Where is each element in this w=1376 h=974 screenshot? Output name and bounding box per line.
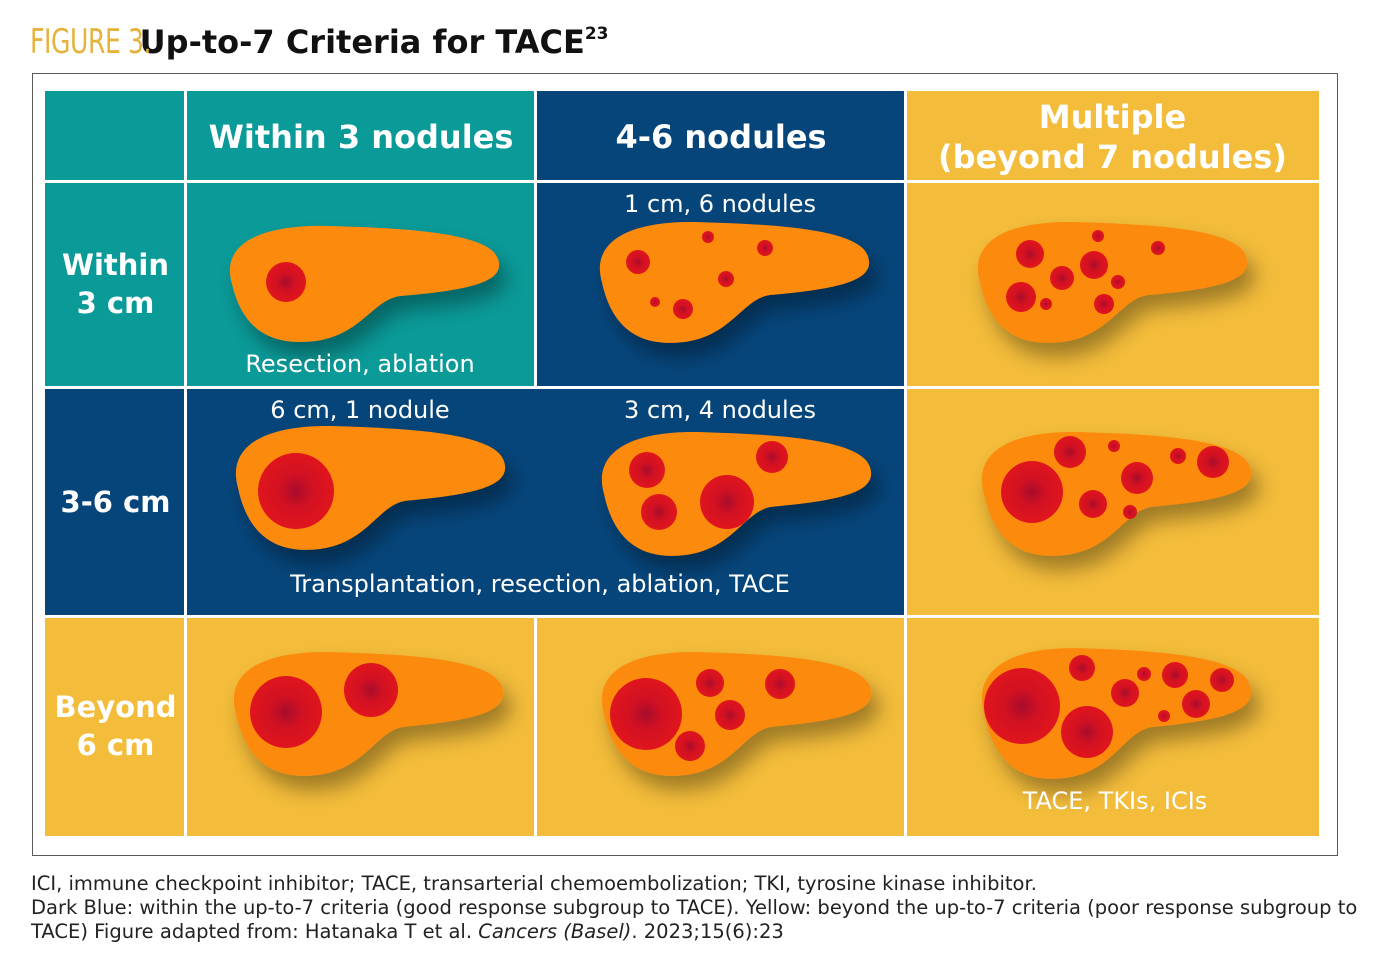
treatment-label-within-3cm: Resection, ablation xyxy=(245,350,475,378)
row-header-3-6cm: 3-6 cm xyxy=(45,388,186,617)
footnote-legend: Dark Blue: within the up-to-7 criteria (… xyxy=(31,896,1361,944)
column-header-multiple: Multiple (beyond 7 nodules) xyxy=(906,91,1319,182)
footnote-journal: Cancers (Basel) xyxy=(478,920,632,943)
cell-r1-c3 xyxy=(906,182,1319,388)
column-header-within-3-nodules: Within 3 nodules xyxy=(186,91,536,182)
row-header-label-group: Beyond 6 cm xyxy=(45,617,186,836)
grid-divider xyxy=(184,91,187,836)
corner-cell xyxy=(45,91,186,182)
column-header-label: 4-6 nodules xyxy=(615,117,827,156)
cell-label-6cm-1-nodule: 6 cm, 1 nodule xyxy=(270,396,450,424)
cell-label-1cm-6-nodules: 1 cm, 6 nodules xyxy=(624,190,816,218)
column-header-sublabel: (beyond 7 nodules) xyxy=(937,137,1288,176)
cell-r3-c2 xyxy=(536,617,906,836)
grid-divider xyxy=(534,91,537,388)
figure-label: FIGURE 3. xyxy=(30,22,152,62)
grid-divider xyxy=(45,386,1319,389)
cell-r3-c1 xyxy=(186,617,536,836)
footnote-citation: . 2023;15(6):23 xyxy=(631,920,784,943)
row-header-label: Within xyxy=(61,248,170,283)
row-header-beyond-6cm: Beyond 6 cm xyxy=(45,617,186,836)
footnote-abbreviations: ICI, immune checkpoint inhibitor; TACE, … xyxy=(31,872,1037,895)
figure-heading: Up-to-7 Criteria for TACE xyxy=(139,23,585,61)
treatment-label-3-6cm: Transplantation, resection, ablation, TA… xyxy=(290,570,790,598)
column-header-label: Multiple xyxy=(1038,97,1187,136)
figure-footnote: ICI, immune checkpoint inhibitor; TACE, … xyxy=(31,872,1361,944)
cell-r2-c3 xyxy=(906,388,1319,617)
figure-reference-superscript: 23 xyxy=(584,24,609,44)
row-header-within-3cm: Within 3 cm xyxy=(45,182,186,388)
figure-frame xyxy=(32,73,1338,856)
row-header-label: 3 cm xyxy=(76,286,155,320)
figure-title: FIGURE 3. Up-to-7 Criteria for TACE 23 xyxy=(30,22,608,72)
row-header-label-group: Within 3 cm xyxy=(45,182,186,388)
footnote-legend-text: Dark Blue: within the up-to-7 criteria (… xyxy=(31,896,1358,943)
row-header-label: 6 cm xyxy=(76,727,155,762)
column-header-4-6-nodules: 4-6 nodules xyxy=(536,91,906,182)
row-header-label: 3-6 cm xyxy=(60,484,171,519)
cell-label-3cm-4-nodules: 3 cm, 4 nodules xyxy=(624,396,816,424)
row-header-label: Beyond xyxy=(54,689,177,724)
grid-divider xyxy=(904,91,907,836)
treatment-label-beyond: TACE, TKIs, ICIs xyxy=(1022,787,1208,815)
grid-divider xyxy=(45,615,1319,618)
grid-divider xyxy=(45,180,1319,183)
grid-divider xyxy=(534,617,537,836)
column-header-label-group: Multiple (beyond 7 nodules) xyxy=(906,91,1319,182)
column-header-label: Within 3 nodules xyxy=(208,117,514,156)
